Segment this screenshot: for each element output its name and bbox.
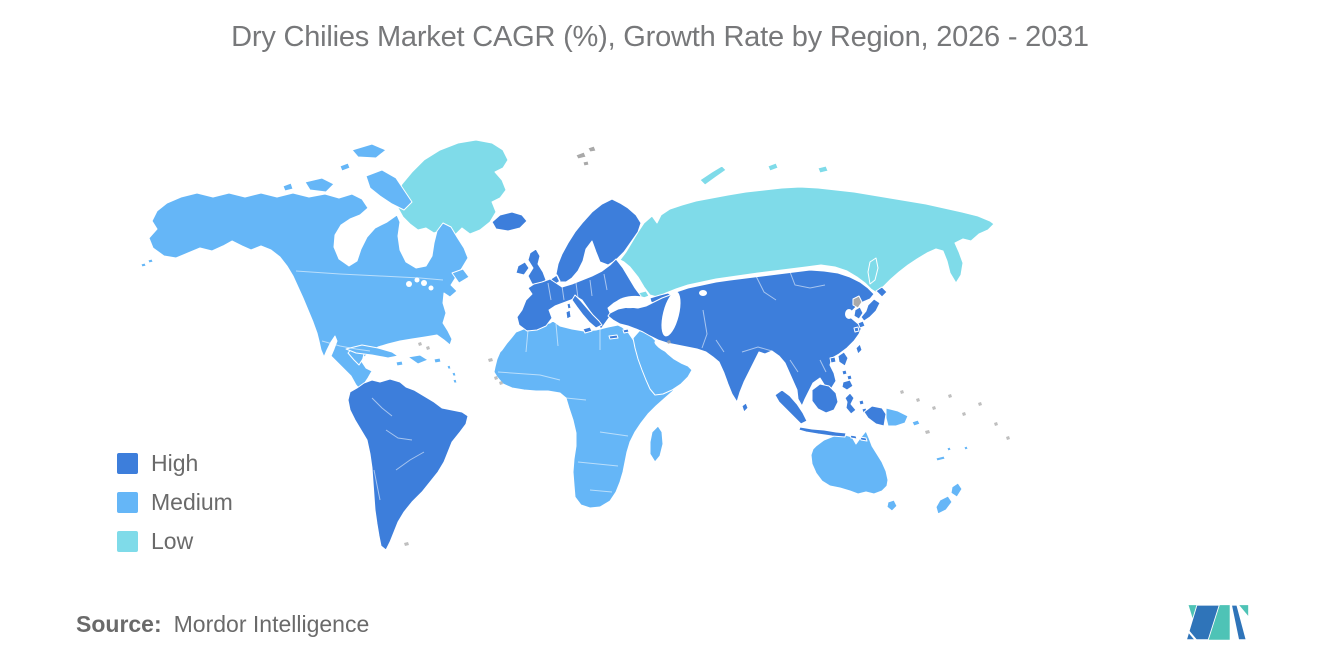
legend-swatch-medium [117, 491, 138, 513]
region-svalbard [575, 145, 597, 167]
region-sakhalin [867, 257, 879, 285]
region-japan [853, 286, 888, 333]
aral-sea [699, 290, 707, 296]
region-south-america [347, 378, 469, 551]
region-uk-ireland [515, 248, 547, 287]
persian-gulf [654, 340, 672, 354]
region-madagascar [649, 425, 664, 463]
region-north-america [148, 192, 469, 397]
region-south-korea [853, 306, 864, 320]
mordor-intelligence-logo [1185, 604, 1249, 644]
great-lake-1 [406, 281, 412, 287]
yellow-sea [845, 309, 853, 319]
country-borders [295, 270, 827, 501]
page-title: Dry Chilies Market CAGR (%), Growth Rate… [231, 21, 1089, 53]
region-russia [619, 186, 995, 298]
legend-item-low: Low [117, 527, 233, 554]
great-lake-4 [428, 285, 434, 291]
legend-swatch-low [117, 530, 138, 552]
logo-teal-right-triangle [1239, 605, 1249, 616]
region-australia [810, 430, 889, 495]
region-new-zealand [935, 482, 963, 515]
region-italy [565, 294, 630, 340]
source-label: Source: [76, 611, 162, 637]
region-papua-new-guinea [885, 407, 921, 427]
region-indonesia [774, 383, 868, 442]
region-canadian-arctic-islands [282, 143, 413, 211]
region-west-new-guinea [863, 405, 887, 427]
map-seas [406, 277, 853, 354]
source-line: Source: Mordor Intelligence [76, 611, 369, 638]
great-lake-3 [421, 280, 427, 286]
map-level-nodata [404, 145, 1010, 546]
caspian-sea [661, 291, 681, 337]
region-philippines [837, 351, 854, 391]
region-taiwan-hainan [829, 343, 863, 364]
logo-white-slash [1185, 626, 1199, 644]
region-novaya-zemlya [699, 162, 829, 186]
legend-label-low: Low [151, 527, 194, 554]
region-aleutians [140, 258, 154, 268]
logo-blue-right-band [1230, 604, 1247, 641]
legend-swatch-high [117, 452, 138, 474]
source-value: Mordor Intelligence [173, 611, 370, 637]
map-level-low [395, 139, 995, 300]
region-scandinavia [550, 198, 642, 286]
black-sea [616, 295, 648, 309]
region-north-korea [852, 295, 863, 309]
region-iceland [491, 211, 528, 232]
region-greenland [395, 139, 509, 238]
logo-blue-left-band [1185, 604, 1220, 641]
legend-label-medium: Medium [151, 488, 233, 515]
region-melanesia [935, 445, 969, 462]
region-sri-lanka [741, 402, 749, 413]
region-tasmania [886, 499, 898, 512]
legend-item-medium: Medium [117, 488, 233, 515]
region-caribbean [345, 344, 458, 384]
map-level-medium [140, 143, 969, 515]
region-africa [493, 320, 679, 509]
region-newfoundland [451, 268, 470, 284]
legend-item-high: High [117, 449, 233, 476]
legend: High Medium Low [117, 449, 233, 569]
legend-label-high: High [151, 449, 199, 476]
great-lake-2 [414, 277, 420, 283]
